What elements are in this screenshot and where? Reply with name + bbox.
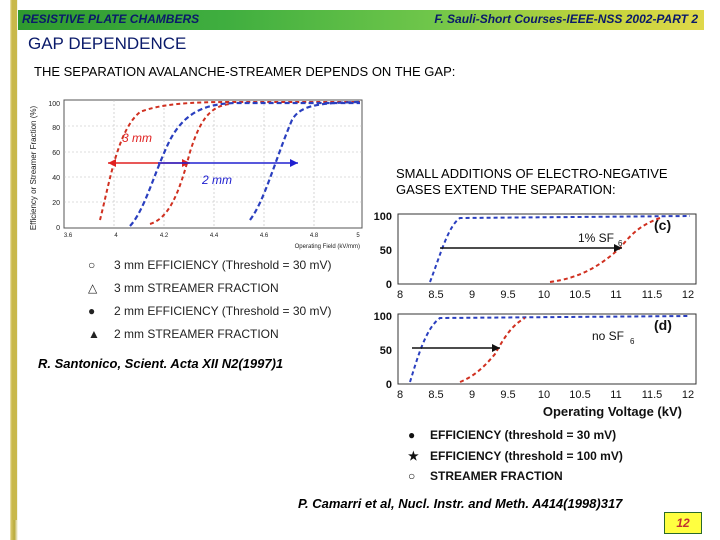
left-plot-ylabel: Efficiency or Streamer Fraction (%)	[30, 106, 38, 231]
xtick: 10	[538, 289, 550, 301]
left-plot: Efficiency or Streamer Fraction (%) 100 …	[30, 99, 363, 250]
label-3mm: 3 mm	[122, 131, 152, 145]
ytick: 100	[48, 101, 60, 108]
xtick: 11.5	[642, 289, 663, 301]
ytick: 50	[380, 345, 392, 357]
note-text: SMALL ADDITIONS OF ELECTRO-NEGATIVE GASE…	[396, 166, 668, 197]
ytick: 60	[52, 150, 60, 157]
header-left-text: RESISTIVE PLATE CHAMBERS	[22, 12, 200, 26]
tag-c: (c)	[654, 217, 671, 233]
gas-c: 1% SF	[578, 231, 614, 245]
legend-item: ○ 3 mm EFFICIENCY (Threshold = 30 mV)	[88, 258, 332, 272]
xtick: 4.4	[210, 233, 219, 239]
page-number: 12	[664, 512, 702, 534]
xtick: 9	[469, 289, 475, 301]
curve-3mm-streamer	[149, 103, 231, 225]
curve-c-efficiency	[429, 215, 691, 283]
legend-item: ○ STREAMER FRACTION	[408, 469, 563, 483]
legend-text: EFFICIENCY (threshold = 100 mV)	[430, 449, 623, 463]
legend-symbol: ○	[88, 258, 96, 272]
legend-text: 2 mm STREAMER FRACTION	[114, 327, 279, 341]
xtick: 8.5	[428, 389, 443, 401]
xtick: 8	[397, 389, 403, 401]
right-plot-xlabel: Operating Voltage (kV)	[543, 404, 682, 419]
xtick: 10.5	[569, 289, 590, 301]
xtick: 4.6	[260, 233, 269, 239]
left-accent-line	[12, 0, 17, 520]
xtick: 9	[469, 389, 475, 401]
ytick: 50	[380, 245, 392, 257]
ytick: 40	[52, 175, 60, 182]
xtick: 12	[682, 389, 694, 401]
slide-title: GAP DEPENDENCE	[28, 34, 187, 53]
ytick: 0	[386, 379, 392, 391]
legend-item: ● 2 mm EFFICIENCY (Threshold = 30 mV)	[88, 304, 332, 318]
slide-subtitle: THE SEPARATION AVALANCHE-STREAMER DEPEND…	[34, 64, 456, 79]
gas-d: no SF	[592, 329, 624, 343]
curve-d-efficiency	[409, 315, 691, 383]
legend-symbol: ▲	[88, 327, 100, 341]
legend-symbol: ○	[408, 469, 416, 483]
legend-symbol: ●	[408, 428, 416, 442]
header-bar	[18, 10, 704, 30]
legend-item: ▲ 2 mm STREAMER FRACTION	[88, 327, 279, 341]
legend-text: STREAMER FRACTION	[430, 469, 563, 483]
legend-symbol: ★	[408, 449, 419, 463]
xtick: 9.5	[500, 389, 515, 401]
curve-2mm-efficiency	[129, 101, 360, 227]
xtick: 5	[356, 233, 360, 239]
curve-2mm-streamer	[249, 100, 361, 221]
ytick: 100	[374, 211, 392, 223]
legend-text: EFFICIENCY (threshold = 30 mV)	[430, 428, 617, 442]
xtick: 8	[397, 289, 403, 301]
xtick: 12	[682, 289, 694, 301]
header-right-text: F. Sauli-Short Courses-IEEE-NSS 2002-PAR…	[434, 12, 698, 26]
xtick: 11	[610, 289, 621, 301]
xtick: 8.5	[428, 289, 443, 301]
tag-d: (d)	[654, 317, 672, 333]
curve-3mm-efficiency	[99, 101, 360, 221]
xtick: 4.8	[310, 233, 319, 239]
legend-text: 3 mm STREAMER FRACTION	[114, 281, 279, 295]
legend-item: △ 3 mm STREAMER FRACTION	[88, 281, 279, 295]
legend-text: 3 mm EFFICIENCY (Threshold = 30 mV)	[114, 258, 332, 272]
label-2mm: 2 mm	[201, 173, 232, 187]
legend-symbol: △	[88, 281, 98, 295]
xtick: 4.2	[160, 233, 169, 239]
plot-c-frame	[397, 213, 697, 285]
gas-d-subscript: 6	[630, 337, 635, 346]
citation-left: R. Santonico, Scient. Acta XII N2(1997)1	[38, 356, 284, 371]
citation-right: P. Camarri et al, Nucl. Instr. and Meth.…	[298, 496, 623, 511]
xtick: 11.5	[642, 389, 663, 401]
xtick: 11	[610, 389, 621, 401]
right-plots: 100 50 0 8 8.5 9 9.5 10 10.5 11 11.5 12 …	[374, 211, 697, 419]
xtick: 9.5	[500, 289, 515, 301]
legend-symbol: ●	[88, 304, 96, 318]
curve-d-streamer	[459, 317, 526, 383]
xtick: 10	[538, 389, 550, 401]
xtick: 10.5	[569, 389, 590, 401]
ytick: 80	[52, 125, 60, 132]
left-plot-frame	[63, 99, 363, 229]
xtick: 3.6	[64, 233, 73, 239]
left-plot-xlabel: Operating Field (kV/mm)	[295, 244, 360, 250]
ytick: 0	[386, 279, 392, 291]
ytick: 0	[56, 225, 60, 232]
xtick: 4	[114, 233, 118, 239]
ytick: 100	[374, 311, 392, 323]
legend-item: ● EFFICIENCY (threshold = 30 mV)	[408, 428, 616, 442]
ytick: 20	[52, 200, 60, 207]
legend-text: 2 mm EFFICIENCY (Threshold = 30 mV)	[114, 304, 332, 318]
plot-d-frame	[397, 313, 697, 385]
legend-item: ★ EFFICIENCY (threshold = 100 mV)	[408, 449, 623, 463]
gas-c-subscript: 6	[618, 239, 623, 248]
